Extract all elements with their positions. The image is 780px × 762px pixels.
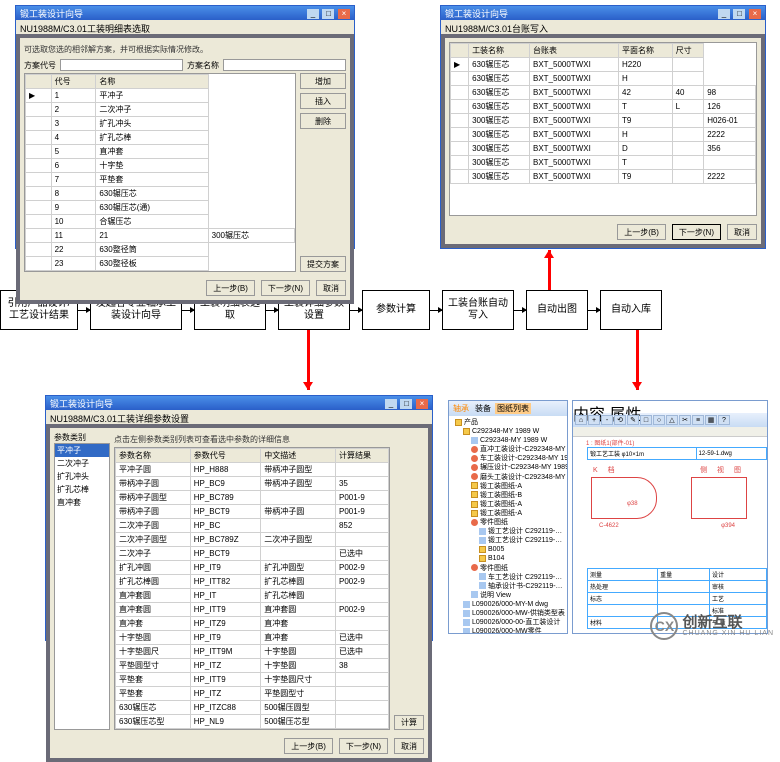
cad-label-right: 侧 视 图 [700, 465, 745, 475]
close-icon[interactable]: × [338, 9, 350, 19]
add-button[interactable]: 增加 [300, 73, 346, 89]
tool-icon[interactable]: □ [640, 415, 652, 425]
cad-ruler-h [573, 427, 767, 437]
tool-icon[interactable]: - [601, 415, 613, 425]
cad-drawing[interactable]: 1 : 图纸1(部件-01) 锻工艺工装 φ10×1m12-59-1.dwg K… [585, 437, 765, 631]
flow-arrow [182, 310, 194, 311]
tree-cad-panes: 轴承 装备 图纸列表 产品C292348-MY 1989 WC292348-MY… [448, 400, 768, 634]
cad-shape-1 [591, 477, 657, 519]
red-arrow-up [548, 250, 551, 290]
submit-plan-button[interactable]: 提交方案 [300, 256, 346, 272]
tree-list[interactable]: 产品C292348-MY 1989 WC292348-MY 1989 W直冲工装… [449, 416, 567, 634]
cad-dim-b: φ394 [721, 523, 735, 529]
flow-box-6: 工装台账自动 写入 [442, 290, 514, 330]
window-subtitle: NU1988M/C3.01工装明细表选取 [16, 20, 354, 34]
flow-box-7: 自动出图 [526, 290, 588, 330]
cad-shape-2 [691, 477, 747, 519]
tab-equip[interactable]: 装备 [473, 403, 493, 414]
cad-dim-a: φ38 [627, 501, 638, 507]
label-plan-no: 方案代号 [24, 60, 56, 71]
watermark-en: CHUANG XIN HU LIAN [682, 630, 774, 637]
cad-dim-c: C-4622 [599, 523, 619, 529]
maximize-icon[interactable]: □ [733, 9, 745, 19]
flow-arrow [78, 310, 90, 311]
tab-bearing[interactable]: 轴承 [451, 403, 471, 414]
tool-icon[interactable]: ✂ [679, 415, 691, 425]
input-plan-no[interactable] [60, 59, 183, 71]
window-controls: _ □ × [306, 8, 350, 19]
close-icon[interactable]: × [416, 399, 428, 409]
tool-icon[interactable]: ○ [653, 415, 665, 425]
flow-box-8: 自动入库 [600, 290, 662, 330]
window-detail-select: 锻工装设计向导 _ □ × NU1988M/C3.01工装明细表选取 可选取您选… [15, 5, 355, 249]
note-text: 点击左侧参数类别列表可查看选中参数的详细信息 [114, 434, 424, 445]
red-arrow-down [307, 330, 310, 390]
note-text: 可选取您选的相邻解方案，并可根据实际情况修改。 [24, 44, 346, 55]
flow-arrow [266, 310, 278, 311]
window-ledger-write: 锻工装设计向导 _ □ × NU1988M/C3.01台账写入 工装名称台账表平… [440, 5, 766, 249]
cad-pane[interactable]: 内容 属性 ⌂+-⟲✎□○△✂≡▦? 1 : 图纸1(部件-01) 锻工艺工装 … [572, 400, 768, 634]
next-button[interactable]: 下一步(N) [672, 224, 721, 240]
title-bar[interactable]: 锻工装设计向导 _ □ × [46, 396, 432, 410]
next-button[interactable]: 下一步(N) [339, 738, 388, 754]
cad-tabs: 内容 属性 [573, 401, 767, 413]
tree-pane[interactable]: 轴承 装备 图纸列表 产品C292348-MY 1989 WC292348-MY… [448, 400, 568, 634]
flow-arrow [588, 310, 600, 311]
watermark-logo-icon: CX [650, 612, 678, 640]
cancel-button[interactable]: 取消 [727, 224, 757, 240]
tab-drawings[interactable]: 图纸列表 [495, 403, 531, 414]
cancel-button[interactable]: 取消 [394, 738, 424, 754]
tool-icon[interactable]: △ [666, 415, 678, 425]
group-list[interactable]: 平冲子二次冲子扩孔冲头扩孔芯棒直冲套 [54, 443, 110, 730]
label-plan-name: 方案名称 [187, 60, 219, 71]
next-button[interactable]: 下一步(N) [261, 280, 310, 296]
side-buttons: 增加 插入 删除 提交方案 [300, 73, 346, 272]
window-param-settings: 锻工装设计向导 _ □ × NU1988M/C3.01工装详细参数设置 参数类别… [45, 395, 433, 641]
watermark: CX 创新互联 CHUANG XIN HU LIAN [650, 612, 774, 640]
insert-button[interactable]: 插入 [300, 93, 346, 109]
tool-icon[interactable]: ✎ [627, 415, 639, 425]
watermark-cn: 创新互联 [682, 615, 774, 630]
cad-label-left: K 档 [593, 465, 619, 475]
maximize-icon[interactable]: □ [322, 9, 334, 19]
prev-button[interactable]: 上一步(B) [617, 224, 666, 240]
cancel-button[interactable]: 取消 [316, 280, 346, 296]
group-label: 参数类别 [54, 432, 110, 443]
window-subtitle: NU1988M/C3.01工装详细参数设置 [46, 410, 432, 424]
flow-box-5: 参数计算 [362, 290, 430, 330]
cad-toolbar: ⌂+-⟲✎□○△✂≡▦? [573, 413, 767, 427]
input-plan-name[interactable] [223, 59, 346, 71]
close-icon[interactable]: × [749, 9, 761, 19]
tool-icon[interactable]: ⟲ [614, 415, 626, 425]
window-controls: _ □ × [384, 398, 428, 409]
window-title: 锻工装设计向导 [445, 7, 508, 20]
delete-button[interactable]: 删除 [300, 113, 346, 129]
minimize-icon[interactable]: _ [385, 399, 397, 409]
red-arrow-down [636, 330, 639, 390]
tool-icon[interactable]: ? [718, 415, 730, 425]
flow-arrow [350, 310, 362, 311]
minimize-icon[interactable]: _ [718, 9, 730, 19]
prev-button[interactable]: 上一步(B) [284, 738, 333, 754]
tree-tabs: 轴承 装备 图纸列表 [449, 401, 567, 416]
flow-arrow [514, 310, 526, 311]
ledger-table[interactable]: 工装名称台账表平面名称尺寸▶630辗压芯BXT_5000TWXIH220630辗… [449, 42, 757, 216]
title-bar[interactable]: 锻工装设计向导 _ □ × [16, 6, 354, 20]
calculate-button[interactable]: 计算 [394, 715, 424, 730]
title-bar[interactable]: 锻工装设计向导 _ □ × [441, 6, 765, 20]
tool-icon[interactable]: ▦ [705, 415, 717, 425]
minimize-icon[interactable]: _ [307, 9, 319, 19]
window-title: 锻工装设计向导 [50, 397, 113, 410]
maximize-icon[interactable]: □ [400, 399, 412, 409]
detail-table[interactable]: 代号名称▶1平冲子2二次冲子3扩孔冲头4扩孔芯棒5直冲套6十字垫7平垫套8630… [24, 73, 296, 272]
tool-icon[interactable]: ≡ [692, 415, 704, 425]
prev-button[interactable]: 上一步(B) [206, 280, 255, 296]
flow-arrow [430, 310, 442, 311]
tool-icon[interactable]: ⌂ [575, 415, 587, 425]
window-subtitle: NU1988M/C3.01台账写入 [441, 20, 765, 34]
tool-icon[interactable]: + [588, 415, 600, 425]
param-table[interactable]: 参数名称参数代号中文描述计算结果平冲子圆HP_H888带柄冲子圆型带柄冲子圆HP… [114, 447, 390, 730]
window-title: 锻工装设计向导 [20, 7, 83, 20]
window-controls: _ □ × [717, 8, 761, 19]
